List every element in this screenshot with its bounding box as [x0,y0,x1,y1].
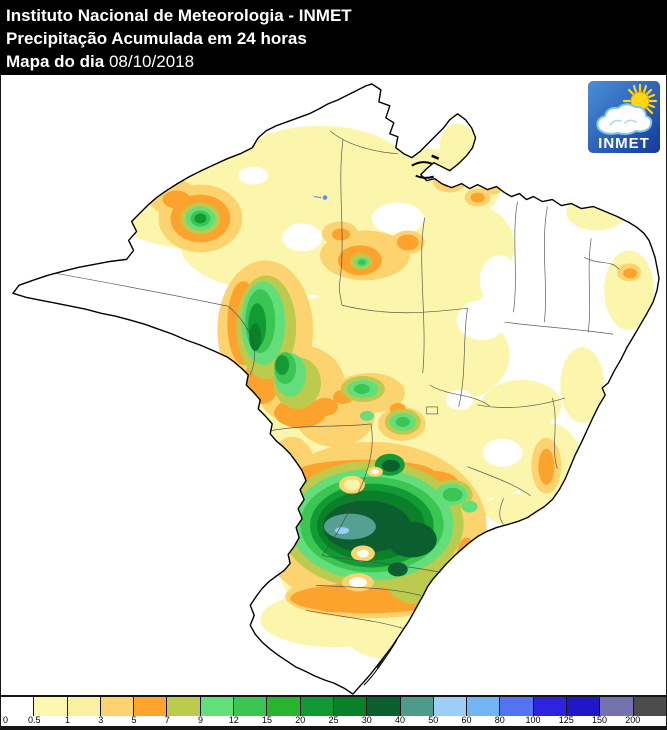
river-mark [313,195,328,200]
header-date-value: 08/10/2018 [108,52,195,71]
header-title: Instituto Nacional de Meteorologia - INM… [6,6,352,25]
header-date-line: Mapa do dia 08/10/2018 [6,50,667,73]
precipitation-map: INMET [1,75,666,695]
legend-label-50: 50 [428,715,439,725]
legend-label-0: 0 [3,715,9,725]
legend-label-12: 12 [228,715,239,725]
legend-label-80: 80 [494,715,505,725]
legend-label-9: 9 [197,715,204,725]
bottom-strip [0,726,667,730]
legend-labels: 0 0.5 1 3 5 7 9 12 15 20 25 30 40 50 60 80 100 125 150 200 [1,715,666,726]
legend-cell-80 [500,697,534,716]
legend-label-7: 7 [164,715,170,725]
legend-cell-40 [400,697,434,716]
legend-cell-9 [200,697,235,716]
legend-label-40: 40 [394,715,406,725]
legend-label-30: 30 [361,715,372,725]
legend-bar [1,695,666,716]
legend-label-125: 125 [558,715,574,725]
cloud-icon [596,103,653,136]
legend-label-15: 15 [261,715,273,725]
legend-label-25: 25 [328,715,339,725]
map-frame: INMET 0 0.5 1 3 5 7 9 12 15 20 25 30 40 50 60 80 100 125 1… [0,75,667,726]
legend-label-5: 5 [131,715,137,725]
legend-cell-150 [600,697,634,716]
legend-label-150: 150 [591,715,608,725]
legend-cell-20 [300,697,334,716]
legend-cell-100 [533,697,568,716]
legend-label-3: 3 [98,715,104,725]
legend-cell-60 [467,697,501,716]
brazil-map [12,83,660,695]
legend-cell-1 [67,697,101,716]
legend-label-1: 1 [64,715,71,725]
legend-cell-15 [267,697,301,716]
header: Instituto Nacional de Meteorologia - INM… [0,0,667,75]
legend-cell-12 [234,697,268,716]
header-subtitle: Precipitação Acumulada em 24 horas [6,29,307,48]
legend-cell-200 [633,697,666,716]
inmet-logo: INMET [588,81,660,153]
brazil-border [12,83,660,695]
legend-label-0.5: 0.5 [27,715,41,725]
legend-label-100: 100 [525,715,541,725]
header-date-label: Mapa do dia [6,52,105,71]
legend-label-200: 200 [625,715,641,725]
legend-label-60: 60 [461,715,472,725]
legend-cell-50 [433,697,468,716]
legend-cell-125 [567,697,601,716]
legend-cell-3 [100,697,135,716]
legend-cell-25 [333,697,368,716]
state-boundaries [55,130,620,629]
legend-cell-30 [367,697,401,716]
legend-cell-5 [134,697,168,716]
legend-cell-0 [1,697,35,716]
legend-cell-0.5 [34,697,68,716]
logo-text: INMET [598,135,650,152]
legend-cell-7 [167,697,201,716]
legend-label-20: 20 [295,715,306,725]
